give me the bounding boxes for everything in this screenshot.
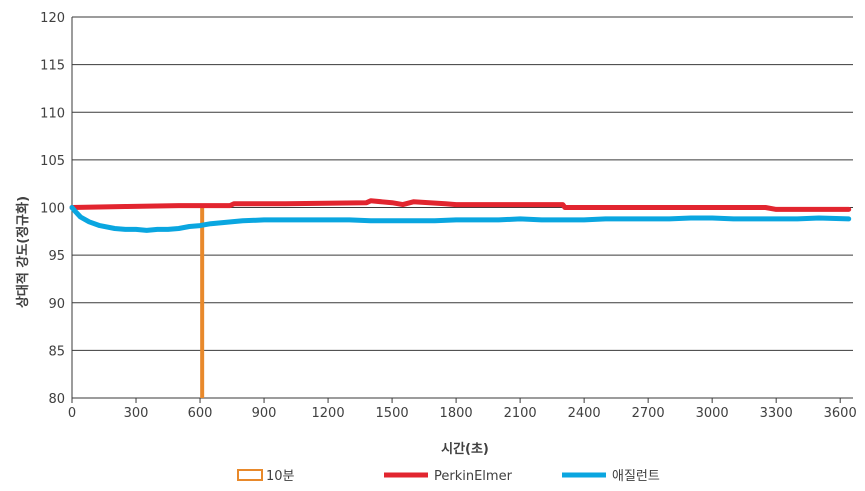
y-tick-label-80: 80 <box>48 392 65 407</box>
x-tick-label-3000: 3000 <box>696 406 729 421</box>
y-tick-label-105: 105 <box>40 154 65 169</box>
legend-item-agilent: 애질런트 <box>562 469 660 484</box>
series-lines <box>69 198 852 233</box>
legend-item-perkinelmer: PerkinElmer <box>384 469 513 484</box>
y-tick-label-110: 110 <box>40 106 65 121</box>
x-tick-label-1500: 1500 <box>376 406 409 421</box>
x-tick-label-900: 900 <box>252 406 277 421</box>
grid-lines <box>72 16 853 351</box>
y-tick-label-100: 100 <box>40 202 65 217</box>
x-tick-label-1800: 1800 <box>440 406 473 421</box>
legend-label-marker: 10분 <box>266 469 295 484</box>
x-tick-label-3300: 3300 <box>760 406 793 421</box>
x-tick-label-2700: 2700 <box>632 406 665 421</box>
x-tick-label-0: 0 <box>68 406 76 421</box>
legend-label-agilent: 애질런트 <box>612 469 660 484</box>
x-tick-label-2100: 2100 <box>504 406 537 421</box>
y-tick-label-95: 95 <box>48 249 65 264</box>
legend-swatch-marker <box>237 469 263 481</box>
x-tick-label-2400: 2400 <box>568 406 601 421</box>
legend: 10분 PerkinElmer 애질런트 <box>237 469 660 484</box>
legend-label-perkinelmer: PerkinElmer <box>434 469 513 484</box>
x-tick-label-3600: 3600 <box>824 406 857 421</box>
y-tick-label-115: 115 <box>40 59 65 74</box>
x-tick-label-600: 600 <box>188 406 213 421</box>
y-axis-title: 상대적 강도(정규화) <box>15 196 31 308</box>
x-tick-label-1200: 1200 <box>312 406 345 421</box>
legend-item-marker: 10분 <box>237 469 295 484</box>
y-tick-label-85: 85 <box>48 344 65 359</box>
y-tick-label-120: 120 <box>40 11 65 26</box>
x-axis-title: 시간(초) <box>441 441 489 457</box>
series-line-0 <box>69 198 852 212</box>
y-tick-label-90: 90 <box>48 297 65 312</box>
x-tick-label-300: 300 <box>124 406 149 421</box>
series-line-1 <box>69 205 852 233</box>
